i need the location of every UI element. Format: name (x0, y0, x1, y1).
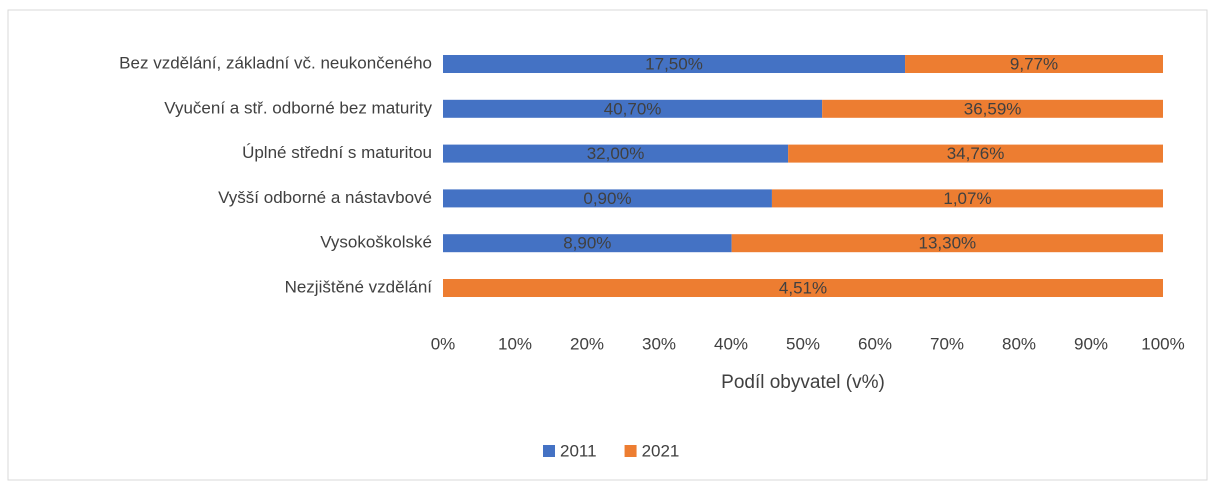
legend-swatch (624, 445, 637, 457)
bar (443, 144, 789, 163)
x-tick-label: 90% (1074, 334, 1108, 353)
bar (443, 99, 823, 118)
data-label: 17,50% (645, 54, 703, 73)
x-tick-label: 0% (431, 334, 456, 353)
legend-label: 2021 (642, 441, 680, 460)
bar (822, 99, 1163, 118)
data-label: 0,90% (583, 189, 631, 208)
bar (731, 234, 1163, 253)
legend-label: 2011 (560, 441, 597, 460)
y-tick-label: Nezjištěné vzdělání (285, 277, 433, 296)
x-tick-label: 70% (930, 334, 964, 353)
y-tick-label: Bez vzdělání, základní vč. neukončeného (119, 53, 432, 72)
y-tick-label: Vyšší odborné a nástavbové (218, 188, 432, 207)
x-tick-label: 40% (714, 334, 748, 353)
x-tick-label: 80% (1002, 334, 1036, 353)
x-axis-title: Podíl obyvatel (v%) (721, 372, 885, 393)
x-tick-label: 100% (1141, 334, 1184, 353)
x-tick-label: 10% (498, 334, 532, 353)
chart-border (7, 9, 1208, 481)
x-tick-label: 60% (858, 334, 892, 353)
bar (443, 55, 906, 73)
bar (771, 189, 1163, 208)
bar (788, 144, 1163, 163)
legend-swatch (543, 445, 555, 457)
bar (443, 189, 772, 208)
bar (443, 234, 732, 253)
data-label: 32,00% (587, 144, 645, 163)
x-tick-label: 20% (570, 334, 604, 353)
data-label: 34,76% (947, 144, 1005, 163)
y-tick-label: Úplné střední s maturitou (242, 143, 432, 162)
y-tick-label: Vyučení a stř. odborné bez maturity (164, 98, 432, 117)
data-label: 4,51% (779, 278, 827, 297)
data-label: 9,77% (1010, 54, 1058, 73)
bar (905, 55, 1163, 73)
data-label: 1,07% (943, 189, 991, 208)
data-label: 40,70% (604, 99, 662, 118)
y-tick-label: Vysokoškolské (320, 233, 432, 252)
x-tick-label: 50% (786, 334, 820, 353)
data-label: 8,90% (563, 234, 611, 253)
data-label: 36,59% (964, 99, 1022, 118)
data-label: 13,30% (918, 234, 976, 253)
bar (443, 279, 1163, 297)
x-tick-label: 30% (642, 334, 676, 353)
